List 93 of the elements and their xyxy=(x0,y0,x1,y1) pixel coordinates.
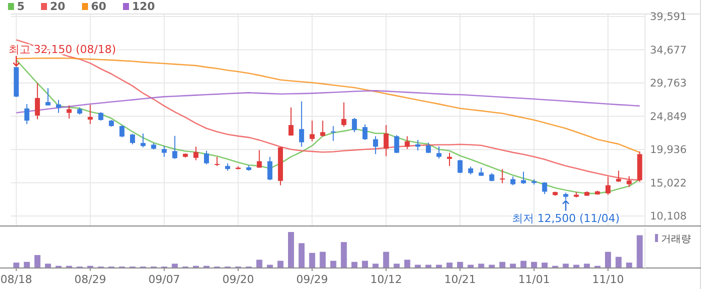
bar xyxy=(584,264,590,268)
candlestick xyxy=(320,120,326,138)
candlestick xyxy=(24,104,30,125)
candlestick xyxy=(172,135,178,160)
bar xyxy=(330,260,336,268)
bar xyxy=(172,264,178,268)
legend-label: 5 xyxy=(17,0,25,13)
legend-label: 60 xyxy=(91,0,107,13)
bar xyxy=(34,255,40,268)
candlestick xyxy=(394,134,400,154)
candlestick xyxy=(447,152,452,166)
legend-label: 20 xyxy=(50,0,66,13)
bar xyxy=(13,262,20,268)
bar xyxy=(478,264,484,268)
candlestick xyxy=(500,168,505,184)
candlestick xyxy=(193,146,198,161)
candlestick xyxy=(384,124,389,157)
bar xyxy=(320,252,326,268)
candlestick xyxy=(45,88,50,106)
x-tick-label: 11/01 xyxy=(518,273,550,286)
candlestick xyxy=(436,146,442,160)
y-tick-label: 19,936 xyxy=(650,144,688,156)
x-tick-label: 09/07 xyxy=(148,273,180,286)
candlestick xyxy=(458,159,463,174)
y-tick-label: 24,849 xyxy=(650,110,687,123)
bar xyxy=(44,264,51,268)
candlestick xyxy=(66,104,72,120)
candlestick xyxy=(626,176,632,188)
candlestick xyxy=(88,104,93,125)
candlestick xyxy=(404,136,410,150)
y-tick-label: 15,022 xyxy=(650,177,687,190)
legend-label: 120 xyxy=(132,0,156,13)
candlestick xyxy=(373,136,378,155)
annotation: 최저 12,500 (11/04) xyxy=(512,212,620,225)
bar xyxy=(446,262,453,268)
candlestick xyxy=(362,124,368,140)
bar xyxy=(605,252,612,268)
bar xyxy=(298,243,305,268)
candlestick xyxy=(267,156,272,181)
bar xyxy=(394,264,400,268)
bar xyxy=(277,260,284,268)
bar xyxy=(562,264,569,268)
x-tick-label: 10/12 xyxy=(370,273,402,286)
candlestick xyxy=(214,156,220,166)
bar xyxy=(24,262,30,268)
candlestick xyxy=(299,100,304,148)
candlestick xyxy=(140,133,146,148)
bar xyxy=(340,242,347,268)
x-tick-label: 08/29 xyxy=(74,273,106,286)
candlestick xyxy=(310,120,315,142)
bar xyxy=(404,260,410,268)
candlestick xyxy=(56,100,62,114)
candlestick xyxy=(330,126,336,142)
bar xyxy=(372,264,379,268)
y-tick-label: 39,591 xyxy=(650,11,687,24)
bar xyxy=(542,262,548,268)
bar xyxy=(531,262,538,268)
bar xyxy=(351,262,358,268)
bar xyxy=(626,262,632,268)
bar xyxy=(636,235,643,268)
x-tick-label: 08/18 xyxy=(0,273,32,286)
bar xyxy=(520,260,526,268)
bar xyxy=(499,262,506,268)
x-tick-label: 11/10 xyxy=(592,273,624,286)
x-tick-label: 10/21 xyxy=(444,273,476,286)
bar xyxy=(457,262,464,268)
candlestick xyxy=(606,176,611,196)
candlestick xyxy=(288,106,294,136)
legend-label: 거래량 xyxy=(661,234,691,245)
candlestick xyxy=(34,82,40,120)
bar xyxy=(309,252,316,268)
candlestick xyxy=(119,124,124,138)
candlestick xyxy=(204,150,209,165)
y-tick-label: 29,763 xyxy=(650,78,687,90)
candlestick xyxy=(162,146,167,158)
y-tick-label: 10,108 xyxy=(650,210,687,223)
x-tick-label: 09/20 xyxy=(222,273,254,286)
bar xyxy=(288,232,294,268)
bar xyxy=(383,252,390,268)
x-tick-label: 09/29 xyxy=(296,273,328,286)
candlestick xyxy=(130,133,136,145)
bar xyxy=(510,264,516,268)
line-series xyxy=(16,58,640,154)
candlestick xyxy=(256,150,262,168)
candlestick xyxy=(616,170,622,182)
y-tick-label: 34,677 xyxy=(650,44,687,56)
candlestick xyxy=(542,182,548,195)
candlestick xyxy=(341,102,346,128)
bar xyxy=(616,256,622,268)
bar xyxy=(256,260,262,268)
candlestick xyxy=(352,117,357,133)
candlestick xyxy=(520,171,526,184)
bar xyxy=(362,260,368,268)
